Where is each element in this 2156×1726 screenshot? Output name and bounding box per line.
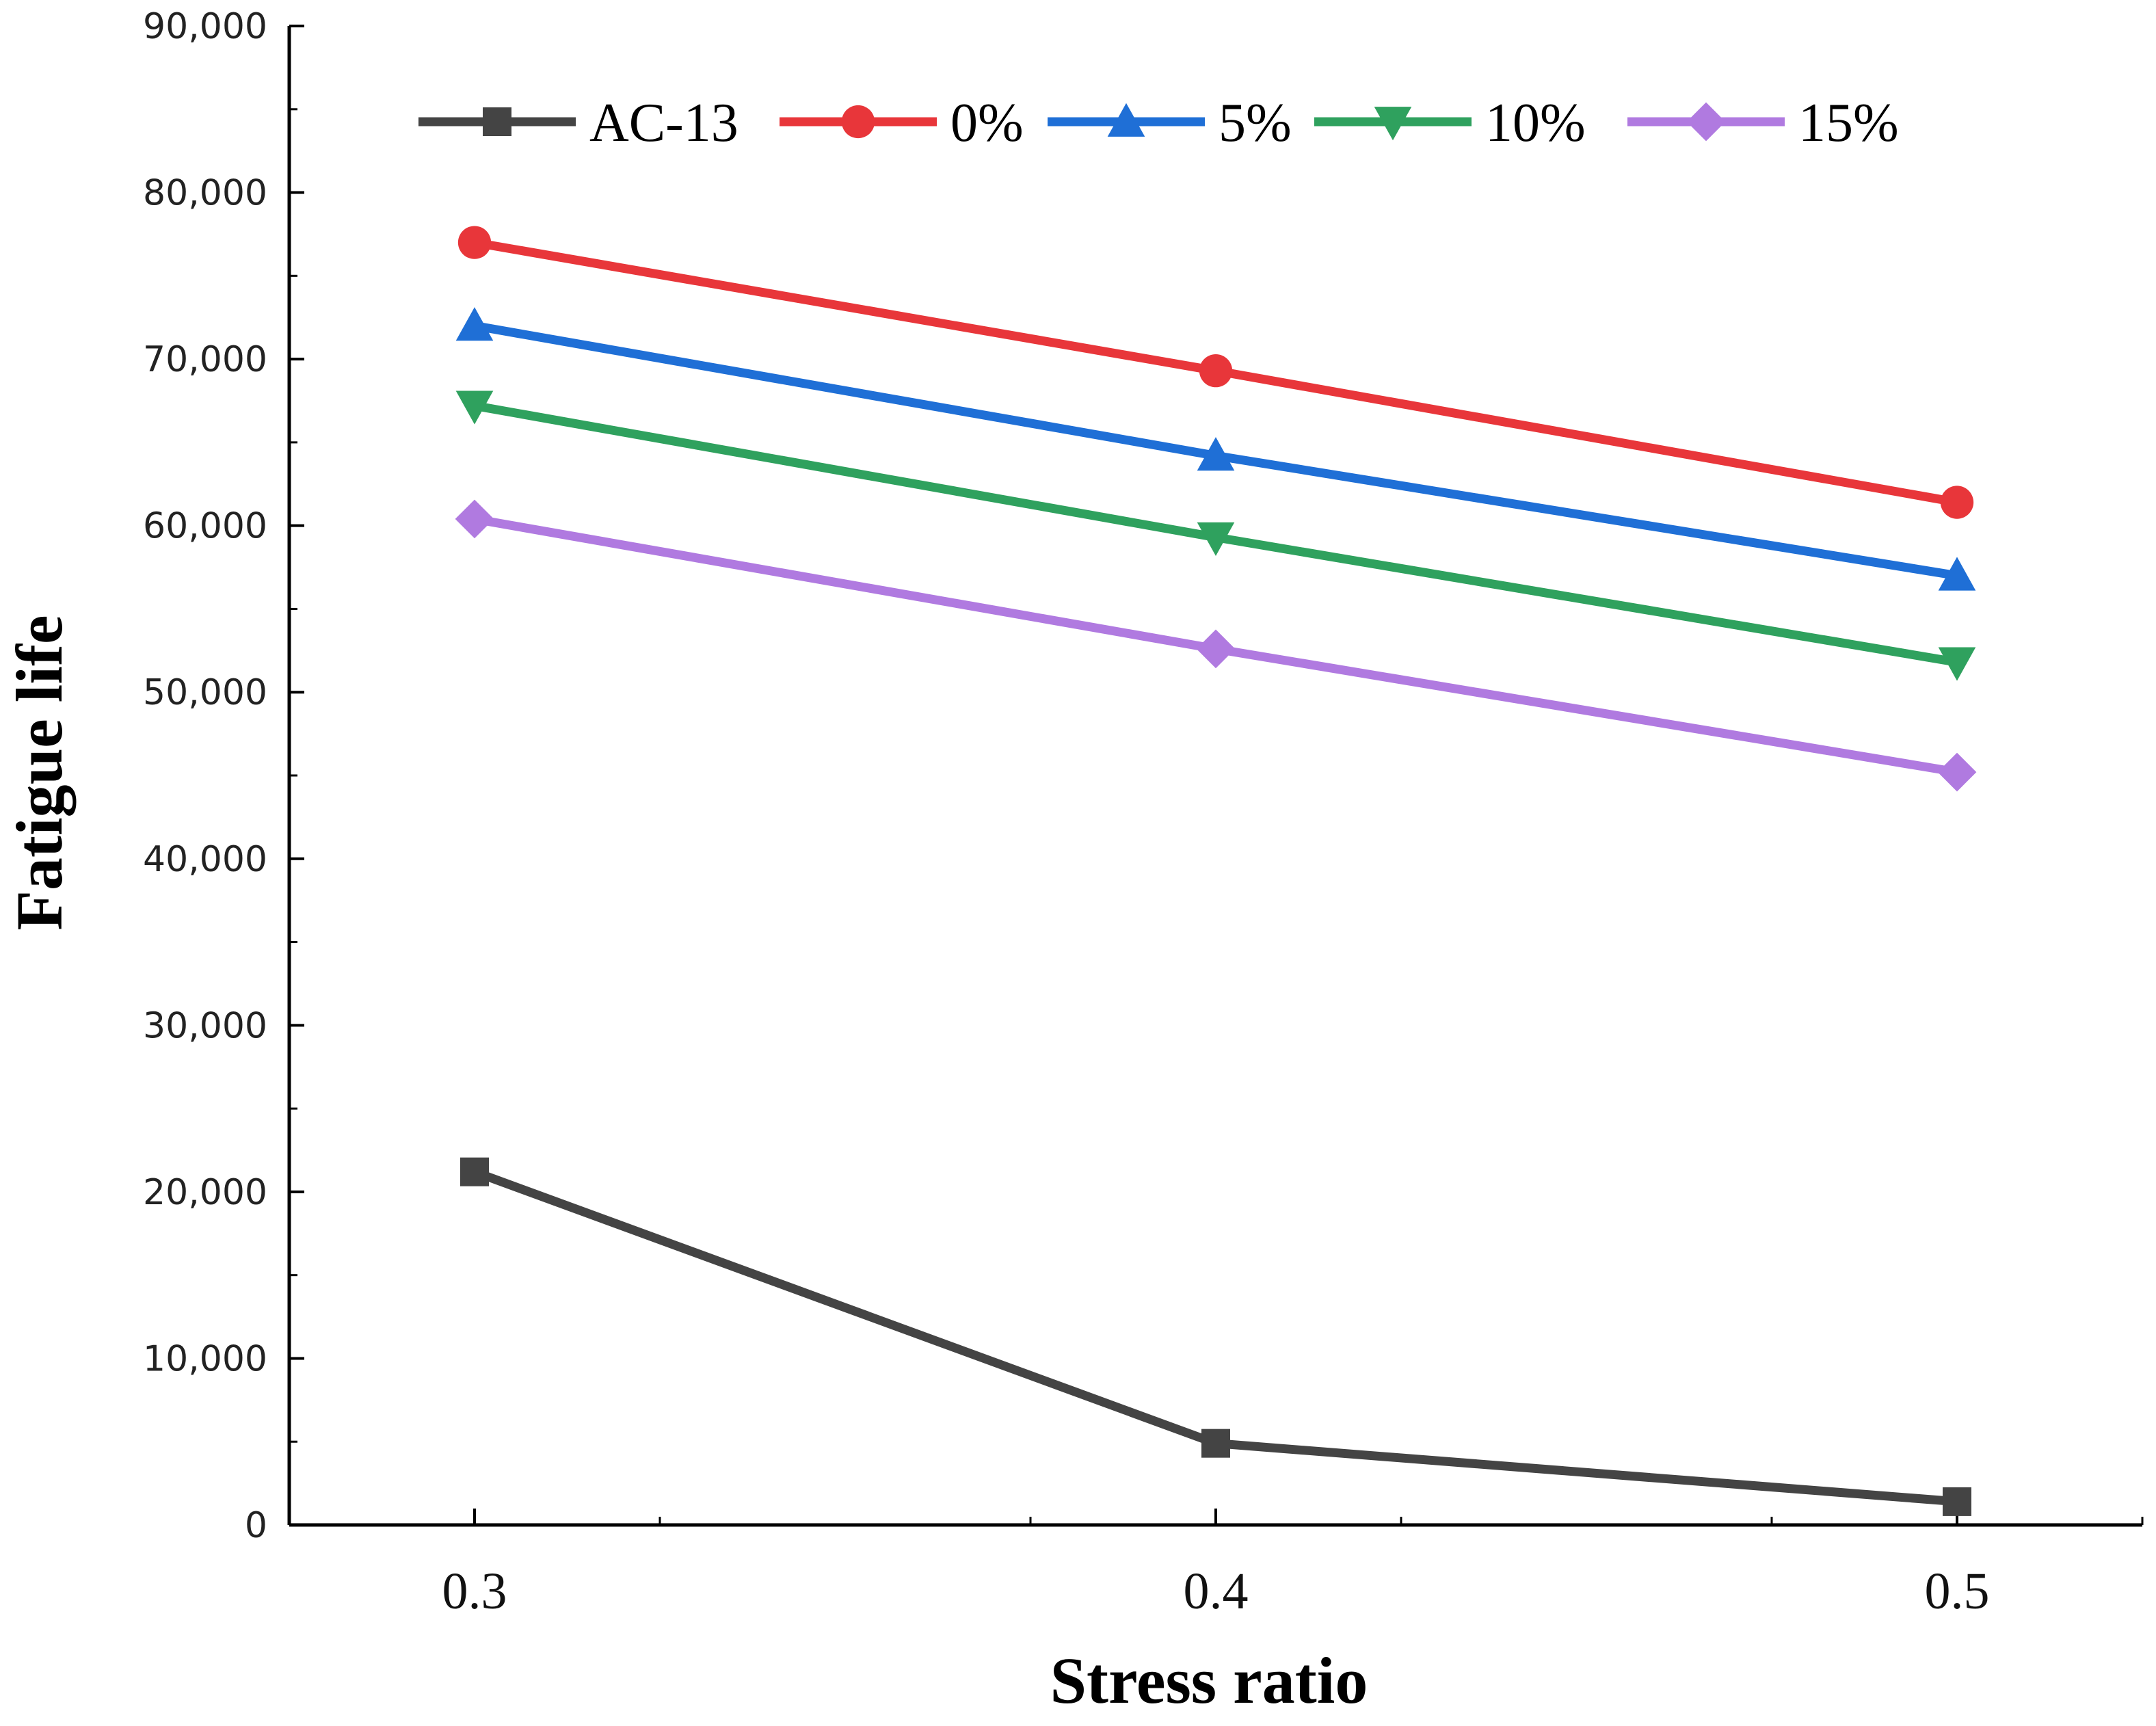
legend-marker	[841, 105, 875, 139]
series-pct15	[455, 499, 1977, 792]
data-point	[1938, 557, 1976, 591]
plot-frame	[287, 26, 2142, 1527]
legend-label: 5%	[1219, 93, 1292, 153]
y-tick-label: 70,000	[143, 339, 267, 380]
y-tick-label: 0	[245, 1505, 267, 1546]
legend-marker	[1686, 102, 1726, 142]
legend-item: 0%	[780, 93, 1024, 153]
y-tick-label: 30,000	[143, 1005, 267, 1046]
x-tick-label: 0.3	[442, 1563, 507, 1620]
data-point	[1197, 437, 1235, 471]
series-ac-13	[460, 1157, 1971, 1516]
data-point	[1943, 1487, 1971, 1516]
data-point	[1940, 486, 1974, 519]
legend: AC-13 0% 5% 10% 15%	[418, 93, 1899, 153]
data-point	[1937, 752, 1977, 792]
x-axis: 0.3 0.4 0.5	[288, 1509, 2144, 1620]
y-tick-label: 20,000	[143, 1172, 267, 1213]
y-tick-label: 40,000	[143, 839, 267, 880]
legend-marker	[1107, 103, 1145, 137]
y-axis: 0 10,000 20,000 30,000 40,000 50,000 60,000 70,…	[143, 6, 304, 1546]
legend-item: 15%	[1627, 93, 1899, 153]
legend-item: 5%	[1048, 93, 1292, 153]
series-pct5	[455, 307, 1976, 591]
data-point	[1938, 647, 1976, 681]
legend-label: 0%	[950, 93, 1024, 153]
y-tick-label: 50,000	[143, 672, 267, 713]
data-point	[1199, 354, 1233, 388]
y-axis-title: Fatigue life	[3, 615, 76, 930]
series-pct0	[457, 226, 1974, 519]
x-tick-label: 0.4	[1184, 1563, 1249, 1620]
data-point	[457, 226, 492, 259]
data-point	[460, 1157, 489, 1186]
legend-item: 10%	[1314, 93, 1586, 153]
x-tick-label: 0.5	[1925, 1563, 1990, 1620]
series-layer	[455, 226, 1977, 1516]
x-axis-title: Stress ratio	[1050, 1644, 1368, 1717]
legend-label: AC-13	[589, 93, 738, 153]
y-tick-label: 60,000	[143, 506, 267, 547]
data-point	[455, 499, 494, 539]
y-tick-label: 10,000	[143, 1338, 267, 1379]
legend-marker	[1374, 107, 1412, 141]
y-tick-label: 80,000	[143, 173, 267, 214]
legend-label: 10%	[1485, 93, 1586, 153]
series-pct10	[455, 390, 1976, 681]
y-tick-label: 90,000	[143, 6, 267, 47]
legend-marker	[483, 107, 511, 136]
data-point	[455, 307, 494, 341]
data-point	[1201, 1429, 1230, 1458]
data-point	[455, 390, 494, 425]
legend-label: 15%	[1798, 93, 1899, 153]
legend-item: AC-13	[418, 93, 738, 153]
data-point	[1197, 522, 1235, 557]
data-point	[1196, 629, 1236, 669]
